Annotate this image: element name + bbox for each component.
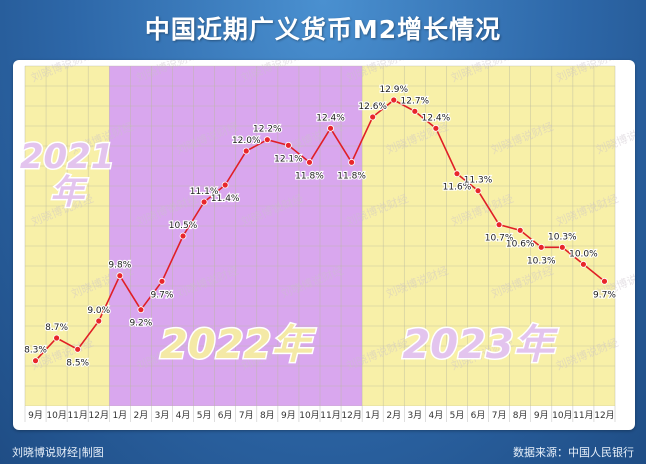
data-point [369,113,377,121]
data-point [200,198,208,206]
x-tick-label: 11月 [320,410,340,421]
x-tick-label: 4月 [176,410,191,421]
data-point [601,277,608,285]
data-label: 12.4% [422,113,451,123]
data-label: 11.1% [190,187,219,197]
footer-credit: 刘晓博说财经|制图 [12,446,104,459]
data-point [263,136,271,144]
data-point [516,226,524,234]
data-label: 12.9% [379,85,408,95]
x-tick-label: 7月 [492,410,507,421]
x-tick-label: 11月 [573,410,593,421]
data-label: 12.4% [316,113,345,123]
data-point [495,221,503,229]
data-label: 11.8% [295,171,324,181]
data-label: 10.3% [548,232,577,242]
data-point [242,147,250,155]
x-tick-label: 1月 [112,410,127,421]
x-tick-label: 10月 [552,410,572,421]
data-point [348,158,356,166]
data-label: 11.3% [464,176,493,186]
data-point [327,124,334,132]
data-point [453,170,461,178]
x-tick-label: 6月 [471,410,486,421]
data-point [137,306,145,314]
data-label: 12.6% [358,102,387,112]
data-point [74,345,82,353]
data-point [53,334,61,342]
year-label-2: 2023年 [402,322,558,368]
data-label: 10.3% [527,256,556,266]
x-tick-label: 12月 [594,410,614,421]
data-point [390,96,398,104]
data-label: 9.0% [87,306,110,316]
data-point [158,277,166,285]
data-label: 8.7% [45,323,68,333]
year-label-suffix: 年 [50,173,88,213]
data-label: 12.7% [401,96,430,106]
data-label: 11.8% [337,171,366,181]
data-label: 9.7% [151,290,174,300]
x-tick-label: 3月 [407,410,422,421]
data-label: 9.8% [108,261,131,271]
x-tick-label: 6月 [218,410,233,421]
data-label: 12.0% [232,136,261,146]
x-tick-label: 11月 [67,410,87,421]
data-label: 11.4% [211,194,240,204]
m2-series-line [34,99,606,362]
data-point [221,181,229,189]
data-point [411,107,419,115]
x-tick-label: 3月 [155,410,170,421]
x-tick-label: 8月 [513,410,528,421]
footer-source: 数据来源：中国人民银行 [513,446,634,459]
data-point [284,141,292,149]
grid-lines [24,65,616,407]
x-tick-label: 12月 [89,410,109,421]
year-label-1: 2022年 [160,322,316,368]
x-tick-label: 2月 [134,410,149,421]
data-label: 9.2% [129,319,152,329]
x-tick-label: 9月 [281,410,296,421]
x-tick-label: 4月 [429,410,444,421]
data-point [558,243,566,251]
x-tick-label: 9月 [28,410,43,421]
data-point [32,357,39,365]
data-point [306,158,313,166]
year-label-0: 2021 年 [20,137,115,213]
page-title: 中国近期广义货币M2增长情况 [144,15,502,44]
data-label: 12.1% [274,154,303,164]
data-point [116,272,124,280]
x-tick-label: 9月 [534,410,549,421]
data-label: 12.2% [253,125,282,135]
x-tick-label: 5月 [450,410,465,421]
data-point [579,260,587,268]
m2-line-chart: 刘晓博说财经 刘晓博说财经 刘晓博说财经 刘晓博说财经 刘晓博说财经 刘晓博说财经刘晓博说… [18,60,635,422]
data-label: 10.6% [506,239,535,249]
data-point [179,232,187,240]
data-label: 9.7% [593,290,616,300]
data-point [432,124,440,132]
data-point [537,243,545,251]
x-tick-label: 10月 [299,410,319,421]
year-label-number: 2021 [20,137,115,177]
x-tick-label: 12月 [341,410,361,421]
data-label: 8.3% [24,346,47,356]
data-label: 8.5% [66,358,89,368]
x-tick-label: 2月 [386,410,401,421]
data-label: 10.5% [169,221,198,231]
chart-panel: 刘晓博说财经 刘晓博说财经 刘晓博说财经 刘晓博说财经 刘晓博说财经 刘晓博说财经 刘晓博说… [13,60,635,430]
data-label: 10.7% [485,234,514,244]
x-tick-label: 1月 [365,410,380,421]
x-tick-label: 7月 [239,410,254,421]
data-label: 10.0% [569,249,598,259]
x-tick-label: 10月 [46,410,66,421]
data-label: 11.6% [443,183,472,193]
data-point [474,187,482,195]
data-point [95,317,103,325]
x-tick-label: 5月 [197,410,212,421]
x-tick-label: 8月 [260,410,275,421]
